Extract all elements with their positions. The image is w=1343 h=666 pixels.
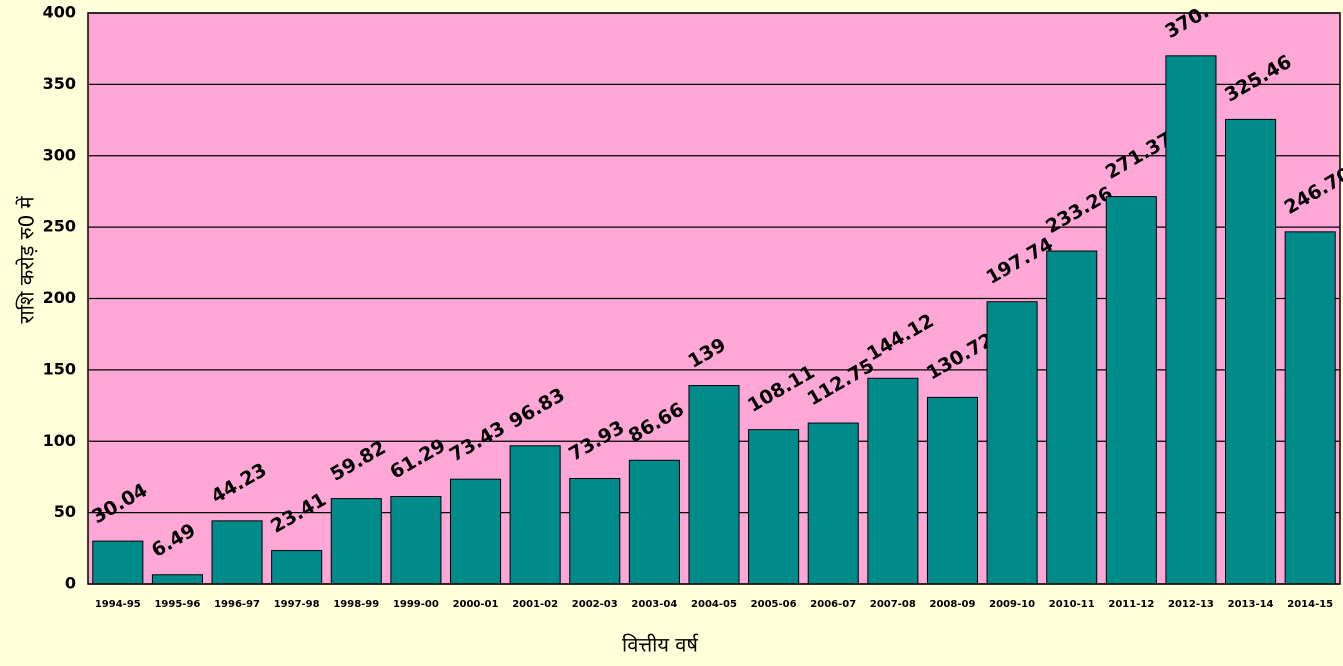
x-tick-label: 2010-11 xyxy=(1049,599,1095,610)
y-tick-label: 250 xyxy=(43,217,76,236)
x-tick-label: 2014-15 xyxy=(1287,599,1333,610)
x-tick-label: 2004-05 xyxy=(691,599,737,610)
y-axis-title: राशि करोड़ रु0 में xyxy=(15,195,39,323)
bar xyxy=(1165,55,1217,585)
y-tick-label: 0 xyxy=(65,574,76,593)
bar xyxy=(867,377,919,585)
x-axis-title: वित्तीय वर्ष xyxy=(622,633,699,657)
x-tick-label: 1995-96 xyxy=(154,599,200,610)
x-tick-label: 1996-97 xyxy=(214,599,260,610)
bar xyxy=(688,385,740,585)
bar xyxy=(1046,250,1098,585)
bar xyxy=(449,478,502,585)
y-tick-label: 350 xyxy=(43,74,76,93)
bar xyxy=(390,496,442,585)
bar xyxy=(151,574,203,585)
y-tick-label: 150 xyxy=(43,359,76,378)
y-tick-label: 200 xyxy=(43,288,76,307)
bar xyxy=(926,396,979,585)
bar xyxy=(569,477,621,585)
bar xyxy=(1225,118,1277,585)
bar xyxy=(271,550,323,585)
x-tick-label: 2003-04 xyxy=(631,599,677,610)
x-tick-label: 1997-98 xyxy=(274,599,320,610)
bar xyxy=(748,429,800,585)
bar xyxy=(211,520,263,585)
bar xyxy=(330,498,382,585)
x-tick-label: 2005-06 xyxy=(751,599,797,610)
x-tick-label: 1999-00 xyxy=(393,599,439,610)
x-tick-label: 1994-95 xyxy=(95,599,141,610)
bar xyxy=(628,459,680,585)
x-tick-label: 1998-99 xyxy=(333,599,379,610)
bar xyxy=(1105,196,1157,585)
bar xyxy=(986,301,1038,585)
x-tick-label: 2009-10 xyxy=(989,599,1035,610)
bar xyxy=(92,540,144,585)
y-tick-label: 300 xyxy=(43,145,76,164)
y-tick-label: 100 xyxy=(43,431,76,450)
bar xyxy=(807,422,859,585)
x-tick-label: 2006-07 xyxy=(810,599,856,610)
y-tick-label: 50 xyxy=(54,502,76,521)
x-tick-label: 2012-13 xyxy=(1168,599,1214,610)
x-tick-label: 2011-12 xyxy=(1108,599,1154,610)
plot-border xyxy=(87,12,1341,585)
bar xyxy=(1284,231,1336,585)
x-tick-label: 2013-14 xyxy=(1228,599,1274,610)
x-tick-label: 2007-08 xyxy=(870,599,916,610)
x-tick-label: 2002-03 xyxy=(572,599,618,610)
x-tick-label: 2000-01 xyxy=(453,599,499,610)
bar xyxy=(509,445,561,585)
x-tick-label: 2001-02 xyxy=(512,599,558,610)
x-tick-label: 2008-09 xyxy=(930,599,976,610)
y-tick-label: 400 xyxy=(43,3,76,22)
